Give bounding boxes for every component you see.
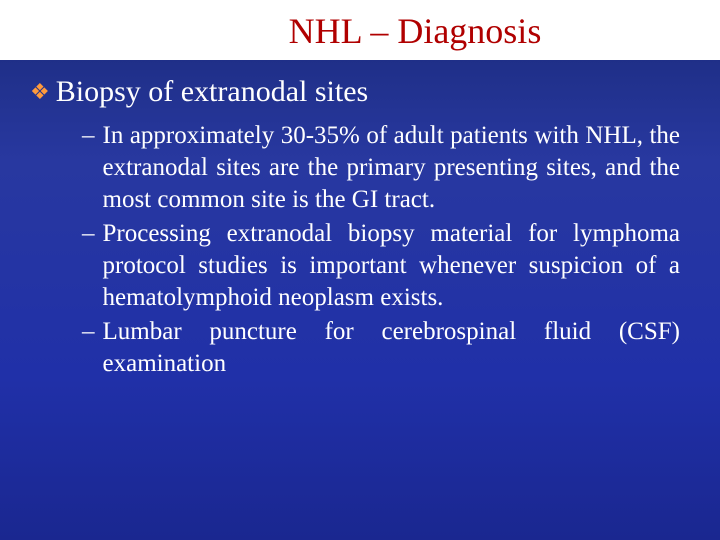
slide-content: ❖ Biopsy of extranodal sites – In approx… — [0, 60, 720, 380]
list-item-text: Processing extranodal biopsy material fo… — [103, 218, 681, 314]
heading-row: ❖ Biopsy of extranodal sites — [30, 74, 690, 110]
diamond-bullet-icon: ❖ — [30, 74, 50, 110]
list-item: – Lumbar puncture for cerebrospinal flui… — [82, 316, 680, 380]
title-bar: NHL – Diagnosis — [0, 0, 720, 60]
slide: NHL – Diagnosis ❖ Biopsy of extranodal s… — [0, 0, 720, 540]
dash-icon: – — [82, 120, 95, 152]
list-item-text: In approximately 30-35% of adult patient… — [103, 120, 681, 216]
list-item-text: Lumbar puncture for cerebrospinal fluid … — [103, 316, 681, 380]
list-item: – Processing extranodal biopsy material … — [82, 218, 680, 314]
dash-icon: – — [82, 316, 95, 348]
sub-list: – In approximately 30-35% of adult patie… — [30, 120, 690, 380]
slide-title: NHL – Diagnosis — [289, 10, 542, 52]
list-item: – In approximately 30-35% of adult patie… — [82, 120, 680, 216]
heading-text: Biopsy of extranodal sites — [56, 74, 368, 110]
dash-icon: – — [82, 218, 95, 250]
